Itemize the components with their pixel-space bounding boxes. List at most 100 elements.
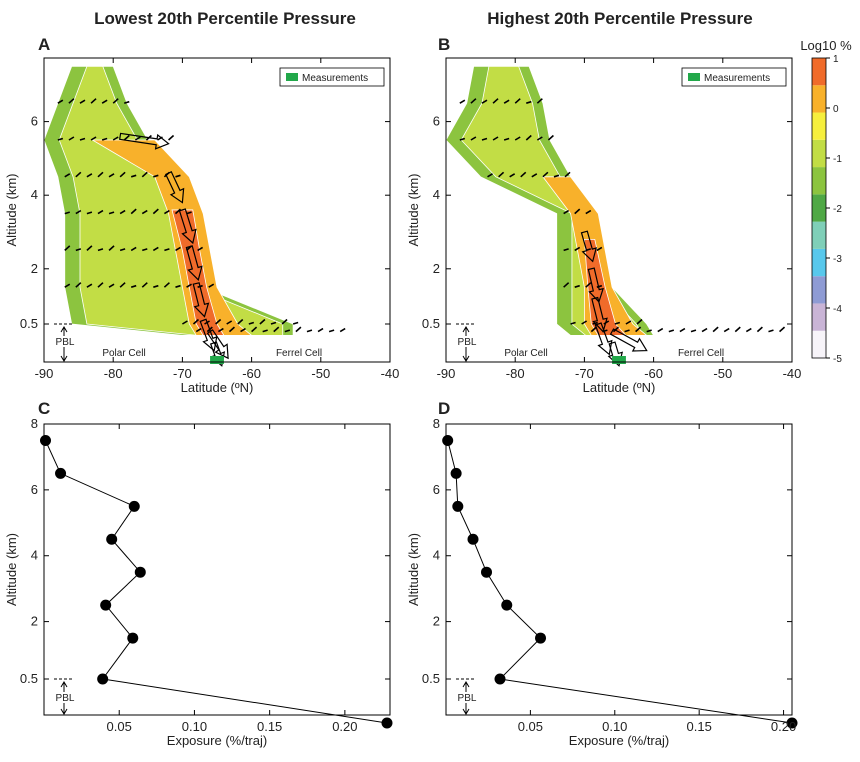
y-tick-label: 4 [31,187,38,202]
flow-arrow-small [141,171,148,178]
flow-arrow-small [119,209,126,215]
flow-arrow-small [68,98,75,104]
x-tick-label: -60 [644,366,663,381]
flow-arrow-small [570,321,576,325]
flow-arrow-small [86,211,93,215]
legend-box [279,67,385,87]
flow-arrow-small [119,171,126,178]
profile-panel-d: 0.05 0.10 0.15 0.20 0.5 2 4 6 8 Exposure (%/traj)… [406,416,798,748]
flow-arrow-small [547,134,554,141]
plot-frame [43,423,391,716]
flow-arrow-small [112,136,119,141]
flow-arrow-small [153,284,159,288]
flow-arrow-small [79,99,86,104]
contour-panel-a: -90 -80 -70 -60 -50 -40 0.5 2 4 6 Latitude (ºN) Alt… [4,57,400,395]
colorbar-tick-label: -3 [833,254,842,265]
flow-arrow-small [563,209,570,215]
flow-arrow-small [498,171,505,178]
colorbar-segment [812,248,826,277]
flow-arrow-small [168,134,175,141]
legend-swatch [688,73,700,81]
flow-arrow-small [470,136,477,141]
x-tick-label: 0.05 [518,719,543,734]
ferrel-cell-label: Ferrel Cell [276,348,322,359]
flow-arrow-small [163,282,170,288]
pbl-arrow-head-down [60,355,68,362]
flow-arrow-small [75,171,82,178]
pbl-arrow-head-up [462,681,470,688]
exposure-line [45,440,388,724]
flow-arrow-small [339,327,346,333]
flow-arrow-small [123,134,130,141]
pbl-label: PBL [56,337,75,348]
flow-arrow-small [690,329,697,333]
y-tick-label: 4 [433,187,440,202]
x-tick-label: 0.15 [687,719,712,734]
pbl-label: PBL [458,693,477,704]
y-tick-label: 0.5 [422,671,440,686]
flow-arrow-small [97,209,104,215]
x-tick-label: -50 [311,366,330,381]
flow-arrow-small [514,98,521,104]
x-tick-label: 0.20 [771,719,796,734]
flow-arrow-small [141,282,148,288]
pbl-label-bg [56,336,74,347]
flow-arrow-small [636,318,643,325]
flow-arrow-small [97,171,104,178]
x-tick-label: -40 [381,366,400,381]
exposure-point [381,717,393,729]
flow-arrow-small [197,246,204,252]
flow-arrow-small [306,329,313,333]
panel-label-a: A [38,35,50,54]
flow-arrow-small [563,248,569,252]
exposure-point [40,434,52,446]
colorbar-tick-label: -1 [833,154,842,165]
pbl-label: PBL [458,337,477,348]
exposure-point [467,533,479,545]
flow-arrow-small [270,321,277,325]
flow-arrow-small [564,171,571,178]
flow-arrow-small [459,137,466,141]
contour-panel-b: -90 -80 -70 -60 -50 -40 0.5 2 4 6 Latitude (ºN) Alt… [406,57,801,395]
title-panel-a: Lowest 20th Percentile Pressure [94,9,356,28]
flow-arrow-small [581,320,588,325]
flow-arrow-small [142,248,148,252]
colorbar-segment [812,139,826,168]
flow-arrow-small [262,329,268,333]
profile-panel-c: 0.05 0.10 0.15 0.20 0.5 2 4 6 8 Exposure (%/traj)… [4,416,393,748]
y-tick-label: 2 [31,261,38,276]
flow-arrow-small [553,174,560,178]
flow-arrow-small [481,137,488,141]
x-tick-label: 0.10 [602,719,627,734]
flow-arrow-small [492,136,499,141]
y-axis-label: Altitude (km) [406,533,421,606]
flow-arrow-small [57,99,64,104]
flow-arrow-small [614,321,621,325]
flow-arrow-small [668,329,675,333]
flow-arrow-small [646,329,652,333]
flow-arrow-small [574,208,581,215]
colorbar-segment [812,221,826,249]
flow-arrow-small [112,98,119,104]
flow-arrow-small [459,99,466,104]
flow-arrow-small [141,209,148,215]
flow-arrow-small [108,173,115,178]
y-axis-label: Altitude (km) [4,533,19,606]
y-tick-label: 0.5 [20,671,38,686]
y-tick-label: 6 [433,114,440,129]
flow-arrow-small [503,137,510,141]
legend-label: Measurements [704,73,770,84]
x-tick-label: -90 [35,366,54,381]
flow-arrow-small [481,99,488,104]
flow-arrow-small [79,137,86,141]
polar-cell-label: Polar Cell [102,348,145,359]
legend-label: Measurements [302,73,368,84]
exposure-point [450,467,462,479]
flow-arrow-small [57,137,64,141]
flow-arrow-small [542,171,549,178]
colorbar-title: Log10 % [800,38,852,53]
flow-arrow-small [723,327,730,333]
flow-arrow-small [130,284,137,288]
flow-arrow-small [101,99,108,104]
flow-arrow-small [75,248,82,252]
